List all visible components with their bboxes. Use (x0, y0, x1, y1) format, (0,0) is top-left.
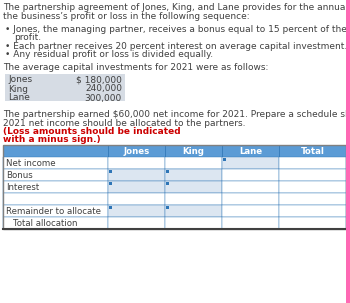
Text: the business’s profit or loss in the following sequence:: the business’s profit or loss in the fol… (3, 12, 250, 21)
Bar (108, 193, 165, 205)
Text: Interest: Interest (6, 182, 39, 191)
Bar (165, 157, 222, 169)
Bar (3, 181, 108, 193)
Text: Jones: Jones (8, 75, 32, 85)
Text: $ 180,000: $ 180,000 (76, 75, 122, 85)
Bar (279, 181, 346, 193)
Text: Total allocation: Total allocation (13, 218, 77, 228)
Text: • Jones, the managing partner, receives a bonus equal to 15 percent of the busin: • Jones, the managing partner, receives … (5, 25, 350, 34)
Bar (222, 157, 279, 169)
Text: profit.: profit. (14, 34, 41, 42)
Bar (3, 157, 108, 169)
Text: Net income: Net income (6, 158, 56, 168)
Text: • Each partner receives 20 percent interest on average capital investment.: • Each partner receives 20 percent inter… (5, 42, 347, 51)
Bar (222, 145, 279, 157)
Bar (222, 193, 279, 205)
Bar (3, 145, 346, 229)
Text: The partnership agreement of Jones, King, and Lane provides for the annual alloc: The partnership agreement of Jones, King… (3, 3, 350, 12)
Text: King: King (183, 146, 204, 155)
Bar (108, 157, 165, 169)
Bar (165, 181, 222, 193)
Text: 2021 net income should be allocated to the partners.: 2021 net income should be allocated to t… (3, 118, 248, 128)
Text: 300,000: 300,000 (85, 94, 122, 102)
Bar (3, 193, 108, 205)
Bar (279, 193, 346, 205)
Bar (279, 145, 346, 157)
Text: Total: Total (301, 146, 324, 155)
Text: 240,000: 240,000 (85, 85, 122, 94)
Bar (166, 181, 169, 185)
Bar (5, 83, 125, 92)
Bar (109, 205, 112, 208)
Bar (3, 169, 108, 181)
Bar (108, 217, 165, 229)
Text: • Any residual profit or loss is divided equally.: • Any residual profit or loss is divided… (5, 50, 213, 59)
Bar (108, 205, 165, 217)
Bar (5, 74, 125, 83)
Bar (346, 0, 350, 303)
Bar (3, 145, 108, 157)
Text: Remainder to allocate: Remainder to allocate (6, 207, 101, 215)
Bar (166, 205, 169, 208)
Text: Bonus: Bonus (6, 171, 33, 179)
Bar (165, 205, 222, 217)
Bar (3, 217, 108, 229)
Bar (279, 157, 346, 169)
Bar (165, 193, 222, 205)
Bar (109, 169, 112, 172)
Bar (165, 145, 222, 157)
Bar (223, 158, 226, 161)
Bar (222, 181, 279, 193)
Text: King: King (8, 85, 28, 94)
Text: (Loss amounts should be indicated: (Loss amounts should be indicated (3, 127, 181, 136)
Bar (279, 205, 346, 217)
Bar (166, 169, 169, 172)
Bar (222, 217, 279, 229)
Text: The partnership earned $60,000 net income for 2021. Prepare a schedule showing h: The partnership earned $60,000 net incom… (3, 110, 350, 119)
Text: with a minus sign.): with a minus sign.) (3, 135, 101, 144)
Bar (5, 92, 125, 101)
Bar (109, 181, 112, 185)
Bar (279, 217, 346, 229)
Text: The average capital investments for 2021 were as follows:: The average capital investments for 2021… (3, 63, 268, 72)
Bar (165, 217, 222, 229)
Bar (108, 181, 165, 193)
Text: Lane: Lane (239, 146, 262, 155)
Bar (279, 169, 346, 181)
Bar (165, 169, 222, 181)
Bar (222, 169, 279, 181)
Bar (3, 205, 108, 217)
Bar (108, 145, 165, 157)
Bar (222, 205, 279, 217)
Bar (108, 169, 165, 181)
Text: Lane: Lane (8, 94, 30, 102)
Text: Jones: Jones (123, 146, 150, 155)
